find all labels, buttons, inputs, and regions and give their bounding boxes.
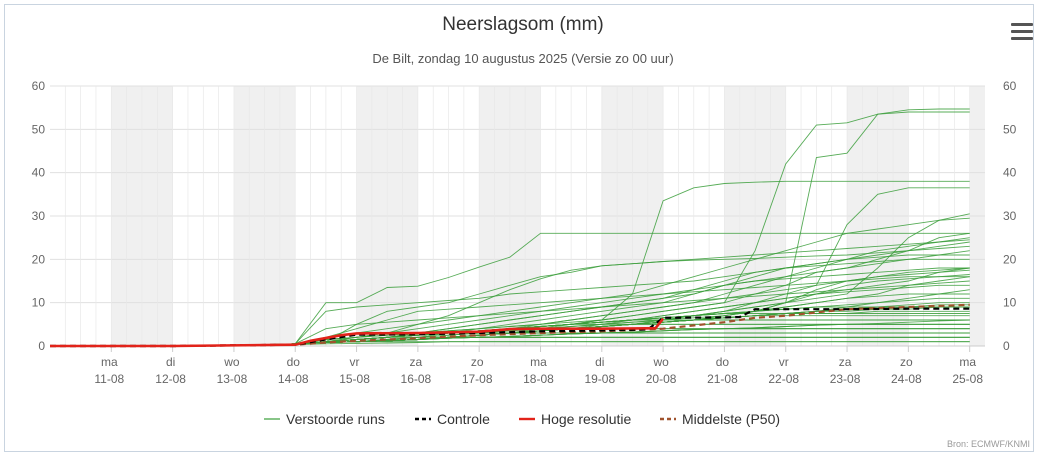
x-tick-date: 21-08 [707, 372, 738, 386]
y-tick-label-left: 60 [32, 79, 46, 93]
x-tick-date: 18-08 [523, 372, 554, 386]
x-tick-day: ma [959, 355, 976, 369]
series-line-middelste-p50 [50, 303, 970, 348]
x-axis: ma 11-08 di 12-08 wo 13-08 do 14-08 vr 15-08 za 16-… [50, 345, 985, 386]
x-tick-day: do [716, 355, 730, 369]
x-tick-date: 17-08 [462, 372, 493, 386]
x-tick-day: wo [652, 355, 669, 369]
main-series [50, 303, 970, 348]
x-tick-day: zo [471, 355, 484, 369]
x-tick-day: vr [350, 355, 360, 369]
x-tick-day: vr [779, 355, 789, 369]
x-tick-day: ma [101, 355, 118, 369]
x-tick-day: za [410, 355, 423, 369]
y-axis-left: 0 10 20 30 40 50 60 [32, 79, 46, 353]
x-tick-day: zo [900, 355, 913, 369]
y-tick-label-left: 30 [32, 209, 46, 223]
y-tick-label-left: 50 [32, 122, 46, 136]
series-line-controle [50, 307, 970, 348]
y-tick-label-right: 0 [1003, 339, 1010, 353]
x-tick-date: 20-08 [646, 372, 677, 386]
x-tick-date: 22-08 [768, 372, 799, 386]
series-line-hoge-resolutie [50, 317, 665, 348]
x-tick-day: do [287, 355, 301, 369]
y-tick-label-right: 30 [1003, 209, 1017, 223]
y-tick-label-right: 40 [1003, 166, 1017, 180]
x-tick-date: 11-08 [94, 372, 124, 386]
x-tick-date: 15-08 [339, 372, 370, 386]
credits-text: Bron: ECMWF/KNMI [947, 439, 1030, 449]
legend-label: Controle [437, 411, 490, 427]
x-tick-day: ma [530, 355, 547, 369]
legend-label: Hoge resolutie [541, 411, 631, 427]
legend: Verstoorde runs Controle Hoge resolutie Mid… [264, 411, 780, 427]
x-tick-day: di [166, 355, 175, 369]
y-tick-label-right: 10 [1003, 296, 1017, 310]
chart-subtitle: De Bilt, zondag 10 augustus 2025 (Versie… [372, 51, 673, 66]
x-tick-day: di [595, 355, 604, 369]
x-tick-date: 25-08 [952, 372, 983, 386]
x-tick-day: wo [223, 355, 240, 369]
x-tick-date: 14-08 [278, 372, 309, 386]
legend-label: Verstoorde runs [286, 411, 385, 427]
chart-title: Neerslagsom (mm) [442, 14, 604, 35]
x-tick-date: 16-08 [401, 372, 432, 386]
hamburger-menu-icon[interactable] [1011, 23, 1033, 43]
y-tick-label-left: 40 [32, 166, 46, 180]
x-tick-date: 13-08 [217, 372, 248, 386]
y-tick-label-left: 10 [32, 296, 46, 310]
x-tick-date: 23-08 [830, 372, 861, 386]
y-tick-label-right: 20 [1003, 252, 1017, 266]
x-tick-date: 24-08 [891, 372, 922, 386]
y-axis-right: 0 10 20 30 40 50 60 [1003, 79, 1017, 353]
y-tick-label-right: 50 [1003, 122, 1017, 136]
x-tick-date: 12-08 [155, 372, 186, 386]
legend-label: Middelste (P50) [682, 411, 780, 427]
y-tick-label-left: 20 [32, 252, 46, 266]
y-tick-label-right: 60 [1003, 79, 1017, 93]
y-tick-label-left: 0 [38, 339, 45, 353]
x-tick-day: za [839, 355, 852, 369]
x-tick-date: 19-08 [584, 372, 615, 386]
